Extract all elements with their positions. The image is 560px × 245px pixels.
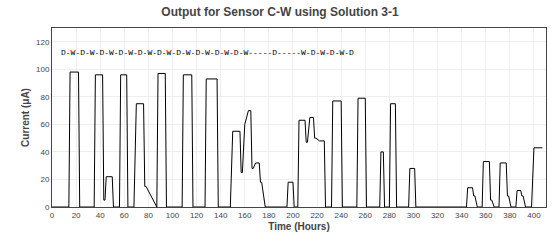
svg-text:40: 40 — [40, 148, 49, 157]
svg-text:360: 360 — [479, 211, 493, 220]
svg-text:D-W-D-W-D-W-D-W-D-W-D-W-D-W-D-: D-W-D-W-D-W-D-W-D-W-D-W-D-W-D-W-D-W-D-W-… — [61, 48, 354, 57]
svg-text:60: 60 — [120, 211, 129, 220]
svg-text:240: 240 — [334, 211, 348, 220]
svg-text:200: 200 — [286, 211, 300, 220]
svg-text:180: 180 — [262, 211, 276, 220]
svg-text:0: 0 — [50, 211, 55, 220]
svg-text:280: 280 — [383, 211, 397, 220]
svg-text:80: 80 — [40, 93, 49, 102]
svg-text:120: 120 — [36, 38, 50, 47]
svg-text:60: 60 — [40, 120, 49, 129]
svg-text:300: 300 — [407, 211, 421, 220]
svg-text:100: 100 — [36, 65, 50, 74]
svg-text:100: 100 — [166, 211, 180, 220]
svg-text:160: 160 — [238, 211, 252, 220]
svg-text:380: 380 — [503, 211, 517, 220]
svg-text:80: 80 — [144, 211, 153, 220]
svg-text:20: 20 — [40, 175, 49, 184]
svg-text:320: 320 — [431, 211, 445, 220]
svg-text:20: 20 — [72, 211, 81, 220]
svg-text:340: 340 — [455, 211, 469, 220]
svg-text:40: 40 — [96, 211, 105, 220]
svg-text:260: 260 — [359, 211, 373, 220]
svg-text:400: 400 — [527, 211, 541, 220]
svg-text:120: 120 — [190, 211, 204, 220]
svg-text:Output for Sensor C-W using So: Output for Sensor C-W using Solution 3-1 — [161, 5, 399, 19]
svg-text:0: 0 — [45, 203, 50, 212]
svg-text:220: 220 — [310, 211, 324, 220]
svg-text:140: 140 — [214, 211, 228, 220]
svg-text:Current (μA): Current (μA) — [20, 88, 31, 147]
svg-text:Time (Hours): Time (Hours) — [268, 221, 330, 232]
